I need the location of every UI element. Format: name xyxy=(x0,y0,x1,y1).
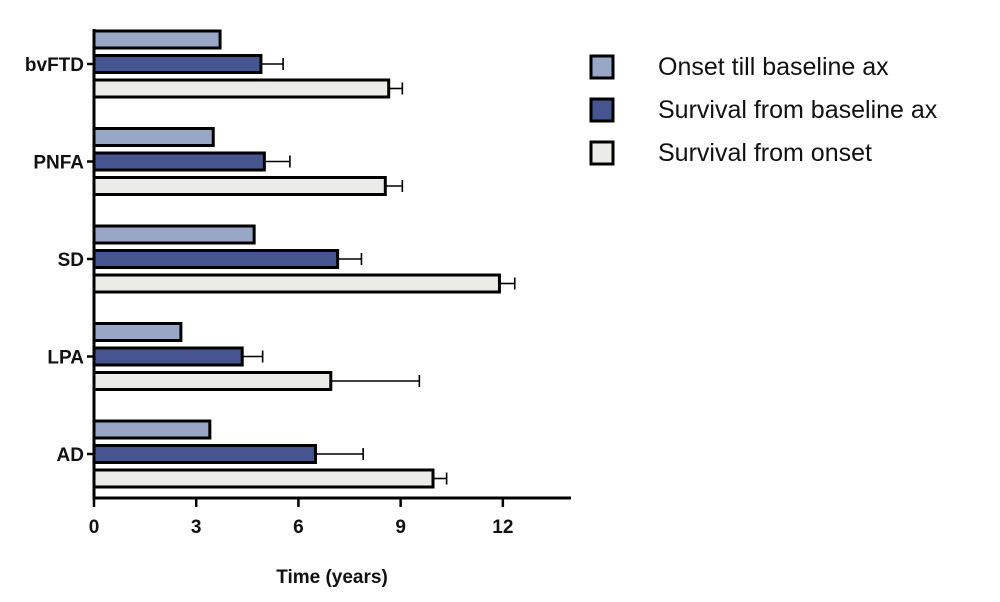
bar-lpa-series-3 xyxy=(92,371,333,391)
bar-sd-series-1 xyxy=(92,224,256,245)
legend-swatch-3 xyxy=(589,140,615,166)
bar-ad-series-1 xyxy=(92,419,212,440)
legend: Onset till baseline ax Survival from base… xyxy=(589,53,938,167)
bars-layer xyxy=(92,29,516,489)
category-label-lpa: LPA xyxy=(47,348,84,369)
bar-pnfa-series-2 xyxy=(92,151,266,172)
legend-swatch-1 xyxy=(589,54,615,80)
x-axis-title: Time (years) xyxy=(276,567,388,588)
legend-swatch-2 xyxy=(589,97,615,123)
legend-label-1: Onset till baseline ax xyxy=(658,53,889,81)
bar-pnfa-series-3 xyxy=(92,176,387,196)
category-label-bvftd: bvFTD xyxy=(25,55,84,76)
bar-ad-series-3 xyxy=(92,468,435,489)
bar-sd-series-3 xyxy=(92,273,501,294)
x-tick-label-6: 6 xyxy=(293,517,304,538)
bar-bvftd-series-3 xyxy=(92,78,391,99)
axes-layer: bvFTD PNFA SD LPA AD 0 3 6 9 12 Time (years) xyxy=(25,29,571,588)
category-label-sd: SD xyxy=(58,250,84,271)
category-label-ad: AD xyxy=(57,445,84,466)
bar-sd-series-2 xyxy=(92,249,340,269)
bar-lpa-series-2 xyxy=(92,346,244,367)
bar-ad-series-2 xyxy=(92,444,317,464)
legend-label-3: Survival from onset xyxy=(658,139,872,167)
x-tick-label-3: 3 xyxy=(191,517,202,538)
x-tick-label-12: 12 xyxy=(492,517,513,538)
x-tick-label-9: 9 xyxy=(395,517,406,538)
bar-bvftd-series-1 xyxy=(92,29,222,50)
bar-pnfa-series-1 xyxy=(92,127,215,147)
legend-label-2: Survival from baseline ax xyxy=(658,96,938,124)
x-tick-label-0: 0 xyxy=(89,517,100,538)
category-label-pnfa: PNFA xyxy=(33,153,84,174)
bar-lpa-series-1 xyxy=(92,322,183,342)
bar-bvftd-series-2 xyxy=(92,54,263,74)
